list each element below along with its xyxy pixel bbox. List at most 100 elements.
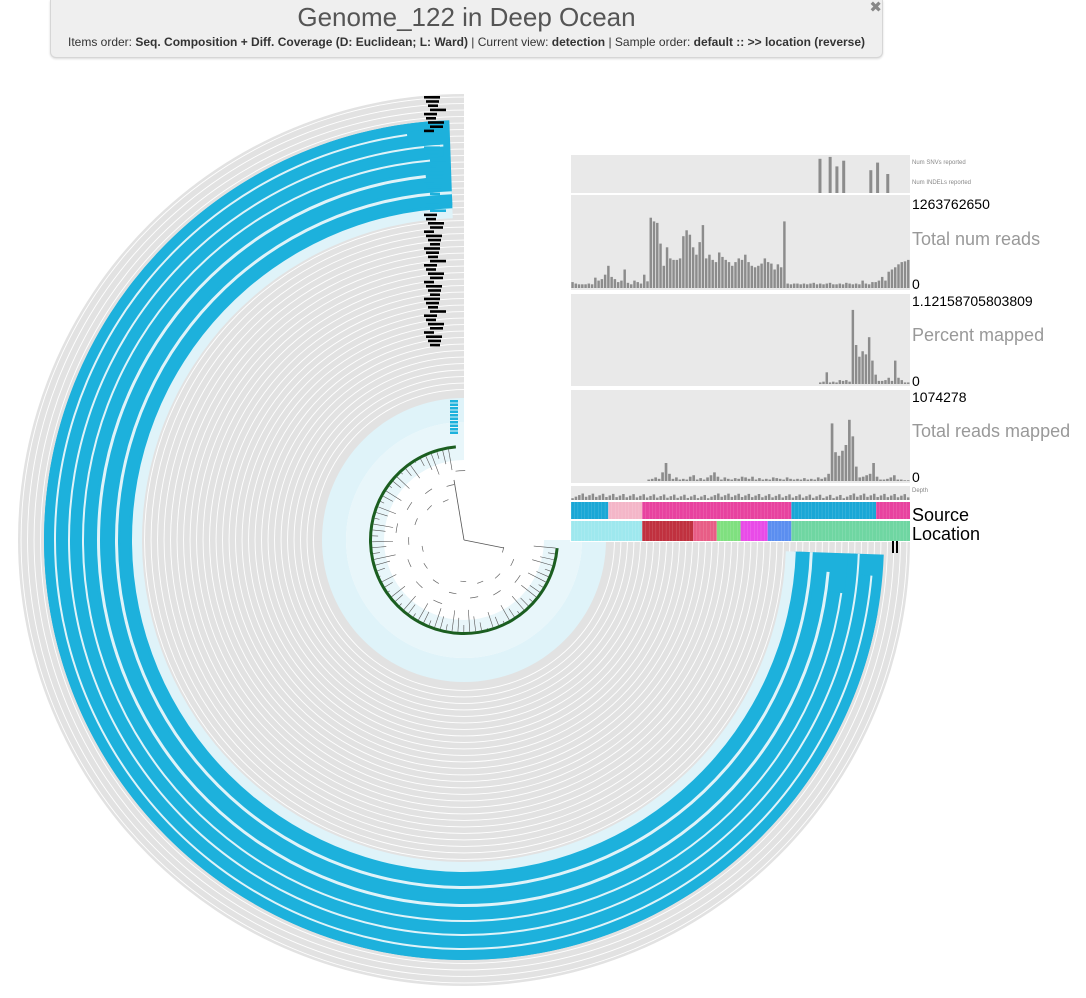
depth-bar xyxy=(788,494,791,500)
item-label-stub xyxy=(450,417,458,420)
chart-bar xyxy=(900,380,903,384)
item-label-stub xyxy=(428,322,444,326)
depth-bar xyxy=(767,494,771,500)
item-label-stub xyxy=(426,201,439,204)
tree-branch xyxy=(389,485,393,489)
chart-bar xyxy=(581,284,584,288)
sample-order-value: default :: >> location (reverse) xyxy=(693,35,866,49)
tree-branch xyxy=(372,546,387,548)
depth-bar xyxy=(713,495,717,500)
tree-internal-arc xyxy=(455,470,466,472)
tree-branch xyxy=(401,472,403,475)
item-label-stub xyxy=(424,213,437,217)
chart-bar xyxy=(610,276,613,288)
tree-branch xyxy=(473,616,476,632)
depth-bar xyxy=(622,494,625,500)
tree-branch xyxy=(372,529,386,532)
item-label-stub xyxy=(430,125,443,128)
item-label-stub xyxy=(428,238,441,242)
chart-bar xyxy=(613,279,617,288)
chart-bar xyxy=(652,221,656,288)
item-label-stub xyxy=(424,146,440,149)
depth-bar xyxy=(795,496,798,500)
tree-internal-arc xyxy=(477,580,484,584)
chart-bar xyxy=(899,479,903,481)
location-segment xyxy=(767,521,792,541)
tree-root-branch xyxy=(453,479,465,541)
total-num-reads-max: 1263762650 xyxy=(912,196,990,212)
depth-bar xyxy=(862,493,866,500)
chart-bar xyxy=(861,476,865,481)
chart-bar xyxy=(894,360,897,384)
chart-bar xyxy=(727,262,731,288)
depth-bar xyxy=(822,497,825,500)
depth-bar xyxy=(703,494,707,500)
chart-bar xyxy=(688,476,692,481)
chart-bar xyxy=(770,263,773,288)
tree-branch xyxy=(527,572,546,583)
depth-bar xyxy=(889,495,893,500)
chart-bar xyxy=(890,380,894,384)
item-label-stub xyxy=(430,276,443,280)
depth-bar xyxy=(893,494,896,500)
chart-bar xyxy=(669,258,672,288)
chart-bar xyxy=(871,360,874,384)
depth-label: Depth xyxy=(912,488,928,494)
chart-bar xyxy=(597,280,600,288)
item-label-stub xyxy=(426,217,436,221)
chart-bar xyxy=(894,267,897,288)
chart-bar xyxy=(701,225,705,288)
chart-bar xyxy=(758,478,761,481)
depth-panel xyxy=(571,486,910,500)
chart-bar xyxy=(721,256,724,288)
snv-bar xyxy=(835,166,839,193)
chart-bar xyxy=(675,477,678,481)
depth-bar xyxy=(883,493,886,500)
chart-bar xyxy=(783,221,786,288)
close-icon[interactable]: ✖ xyxy=(869,0,882,16)
tree-branch xyxy=(532,559,553,566)
item-label-stub xyxy=(450,410,458,413)
depth-bar xyxy=(717,493,720,500)
chart-bar xyxy=(886,478,889,481)
depth-bar xyxy=(696,498,700,500)
chart-bar xyxy=(765,478,768,481)
tree-branch xyxy=(431,453,440,475)
chart-bar xyxy=(880,380,884,384)
tree-branch xyxy=(378,506,397,515)
current-view-value: detection xyxy=(551,35,606,49)
source-segment xyxy=(642,502,792,519)
item-label-stub xyxy=(428,121,444,124)
item-label-stub xyxy=(426,234,442,238)
chart-bar xyxy=(887,271,890,288)
chart-bar xyxy=(844,445,848,481)
chart-bar xyxy=(835,382,838,384)
chart-bar xyxy=(771,477,775,481)
chart-bar xyxy=(854,345,858,384)
item-label-stub xyxy=(426,335,442,338)
item-label-stub xyxy=(426,251,439,254)
chart-bar xyxy=(864,354,868,384)
ring-background xyxy=(18,94,910,986)
tree-branch xyxy=(517,610,520,614)
chart-bar xyxy=(698,242,701,288)
items-order-value: Seq. Composition + Diff. Coverage (D: Eu… xyxy=(135,35,468,49)
depth-bar xyxy=(825,496,829,500)
tree-branch xyxy=(544,568,551,572)
chart-bar xyxy=(590,284,594,288)
chart-bar xyxy=(845,282,848,288)
chart-bar xyxy=(675,259,679,288)
item-label-stub xyxy=(430,108,446,112)
chart-bar xyxy=(744,254,747,288)
item-label-stub xyxy=(430,243,440,246)
chart-bar xyxy=(699,478,702,481)
item-label-stub xyxy=(426,268,436,271)
chart-bar xyxy=(828,382,832,384)
tree-branch xyxy=(440,616,444,629)
tree-branch xyxy=(392,481,402,488)
chart-bar xyxy=(906,480,910,481)
chart-bar xyxy=(607,265,610,288)
chart-bar xyxy=(907,382,910,384)
source-strip xyxy=(571,502,910,519)
chart-bar xyxy=(880,276,884,288)
